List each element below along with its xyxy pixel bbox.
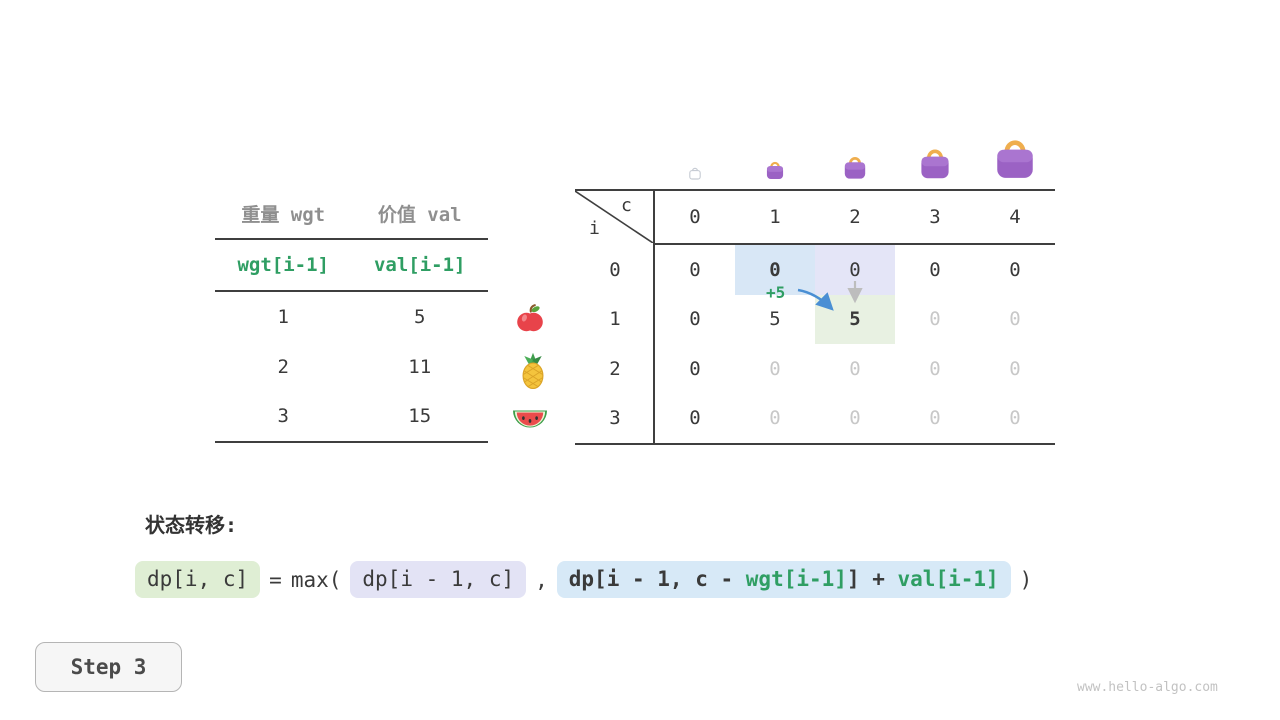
weights-table-header-row: 重量 wgt 价值 val xyxy=(215,189,488,240)
val-subheader: val[i-1] xyxy=(373,254,466,276)
bag-capacity-3-icon xyxy=(919,143,951,184)
weights-table-cell-wgt: 2 xyxy=(277,355,289,378)
dp-col-headers: 0 1 2 3 4 xyxy=(655,191,1055,243)
take-term-wgt: wgt[i-1] xyxy=(745,567,847,591)
dp-cell: 0 xyxy=(929,357,941,380)
bag-capacity-1-icon xyxy=(766,158,785,184)
dp-corner-cell: c i xyxy=(575,191,655,243)
dp-col-header: 0 xyxy=(689,206,701,228)
take-term-mid: ] + xyxy=(846,567,898,591)
dp-col-header: 4 xyxy=(1009,206,1021,228)
dp-cell: 0 xyxy=(735,245,815,295)
dp-cell: 0 xyxy=(1009,258,1021,281)
dp-table-vertical-divider xyxy=(653,191,655,443)
dp-cell: 0 xyxy=(689,258,701,281)
dp-row-header: 1 xyxy=(609,308,621,331)
state-transition-formula: dp[i, c] = max( dp[i - 1, c] , dp[i - 1,… xyxy=(135,561,1032,598)
state-transition-label: 状态转移: xyxy=(145,513,238,537)
weights-table-row: 2 11 xyxy=(215,342,488,392)
corner-col-var: c xyxy=(621,195,632,216)
pineapple-icon xyxy=(517,352,549,394)
take-term-prefix: dp[i - 1, c - xyxy=(568,567,746,591)
dp-cell: 5 xyxy=(769,308,781,331)
dp-cell: 0 xyxy=(929,258,941,281)
dp-cell: 0 xyxy=(1009,357,1021,380)
dp-cell: 0 xyxy=(769,357,781,380)
dp-cell: 0 xyxy=(849,357,861,380)
weights-table-body: 1 5 2 11 3 15 xyxy=(215,292,488,443)
watermelon-icon xyxy=(511,403,549,441)
dp-table-row: 3 0 0 0 0 0 xyxy=(575,394,1055,444)
weight-column-header: 重量 wgt xyxy=(241,204,326,226)
dp-table-header-divider xyxy=(653,243,1055,245)
dp-cell: 5 xyxy=(815,294,895,344)
dp-cell: 0 xyxy=(769,407,781,430)
take-term-val: val[i-1] xyxy=(897,567,999,591)
corner-diagonal-line xyxy=(575,191,653,243)
formula-skip-term: dp[i - 1, c] xyxy=(350,561,527,598)
formula-equals: = xyxy=(269,567,282,592)
bag-capacity-4-icon xyxy=(994,132,1036,184)
weights-table-cell-wgt: 3 xyxy=(277,405,289,428)
dp-row-header: 0 xyxy=(609,258,621,281)
weights-table-cell-val: 5 xyxy=(414,305,426,328)
dp-table-row: 1 0 5 5 0 0 xyxy=(575,294,1055,344)
bag-empty-icon xyxy=(689,165,702,184)
dp-cell: 0 xyxy=(689,407,701,430)
watermark: www.hello-algo.com xyxy=(1077,680,1218,695)
dp-col-header: 2 xyxy=(849,206,861,228)
apple-icon xyxy=(514,302,546,338)
dp-table-row: 2 0 0 0 0 0 xyxy=(575,344,1055,394)
formula-take-term: dp[i - 1, c - wgt[i-1]] + val[i-1] xyxy=(556,561,1011,598)
dp-row-header: 2 xyxy=(609,357,621,380)
dp-table-header-row: c i 0 1 2 3 4 xyxy=(575,191,1055,243)
dp-cell: 0 xyxy=(849,407,861,430)
step-indicator: Step 3 xyxy=(35,642,182,692)
formula-max-open: max( xyxy=(290,567,342,592)
formula-comma: , xyxy=(535,567,548,592)
dp-cell: 0 xyxy=(1009,407,1021,430)
weights-table-cell-val: 11 xyxy=(408,355,432,378)
added-value-annotation: +5 xyxy=(766,283,786,302)
value-column-header: 价值 val xyxy=(377,204,462,226)
dp-cell: 0 xyxy=(689,308,701,331)
wgt-subheader: wgt[i-1] xyxy=(237,254,329,276)
weights-values-table: 重量 wgt 价值 val wgt[i-1] val[i-1] 1 5 2 11 3 15 xyxy=(215,189,488,443)
weights-table-subheader-row: wgt[i-1] val[i-1] xyxy=(215,240,488,292)
dp-cell: 0 xyxy=(929,407,941,430)
formula-lhs-term: dp[i, c] xyxy=(135,561,261,598)
dp-col-header: 3 xyxy=(929,206,941,228)
dp-cell: 0 xyxy=(1009,308,1021,331)
bag-capacity-2-icon xyxy=(843,152,867,184)
formula-close-paren: ) xyxy=(1019,567,1033,592)
weights-table-cell-wgt: 1 xyxy=(277,305,289,328)
weights-table-cell-val: 15 xyxy=(408,405,432,428)
dp-cell: 0 xyxy=(689,357,701,380)
capacity-bags-row xyxy=(575,126,1055,186)
dp-row-header: 3 xyxy=(609,407,621,430)
dp-cell: 0 xyxy=(815,245,895,295)
dp-col-header: 1 xyxy=(769,206,781,228)
weights-table-row: 3 15 xyxy=(215,391,488,441)
dp-cell: 0 xyxy=(929,308,941,331)
corner-row-var: i xyxy=(589,218,600,239)
